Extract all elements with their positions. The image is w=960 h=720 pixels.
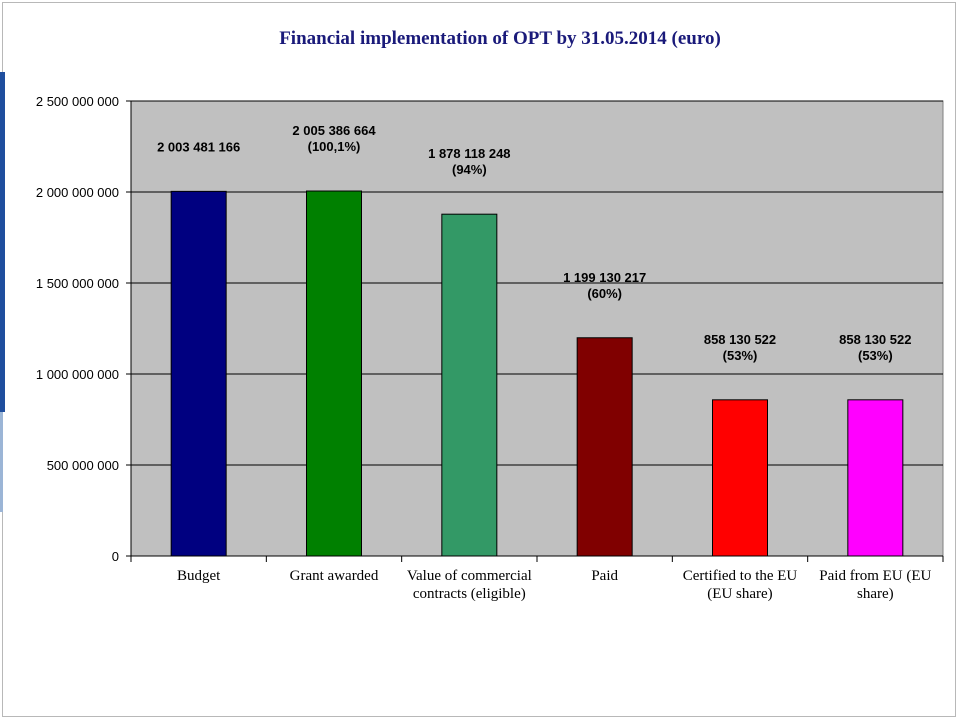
data-label: (94%) bbox=[452, 162, 487, 177]
data-label: 858 130 522 bbox=[839, 332, 911, 347]
bar bbox=[576, 337, 633, 557]
data-label: 1 878 118 248 bbox=[428, 146, 510, 161]
x-tick-label: Paid from EU (EU bbox=[819, 568, 931, 584]
x-tick-label: Grant awarded bbox=[290, 568, 379, 584]
data-label: (100,1%) bbox=[308, 139, 361, 154]
y-tick-label: 1 500 000 000 bbox=[36, 276, 119, 291]
left-accent-bar bbox=[0, 72, 5, 412]
y-tick-label: 1 000 000 000 bbox=[36, 367, 119, 382]
data-label: (60%) bbox=[587, 286, 622, 301]
data-label: 2 003 481 166 bbox=[157, 139, 240, 154]
y-tick-label: 0 bbox=[112, 549, 119, 564]
x-tick-label: share) bbox=[857, 586, 894, 602]
bar bbox=[712, 399, 768, 557]
x-tick-label: Paid bbox=[591, 568, 618, 584]
x-tick-label: Budget bbox=[177, 568, 221, 584]
bar bbox=[441, 213, 498, 557]
left-accent-bar-light bbox=[0, 412, 3, 512]
bar bbox=[847, 399, 904, 557]
x-tick-label: (EU share) bbox=[707, 586, 772, 602]
data-label: 1 199 130 217 bbox=[563, 270, 646, 285]
chart-title: Financial implementation of OPT by 31.05… bbox=[279, 28, 721, 49]
data-label: (53%) bbox=[723, 348, 758, 363]
y-tick-label: 500 000 000 bbox=[47, 458, 119, 473]
data-label: (53%) bbox=[858, 348, 893, 363]
bar bbox=[170, 190, 227, 557]
x-tick-label: contracts (eligible) bbox=[413, 586, 526, 602]
y-tick-label: 2 500 000 000 bbox=[36, 94, 119, 109]
x-tick-label: Certified to the EU bbox=[683, 568, 798, 584]
bar bbox=[306, 190, 362, 557]
x-tick-label: Value of commercial bbox=[407, 568, 532, 584]
y-tick-label: 2 000 000 000 bbox=[36, 185, 119, 200]
plot-area bbox=[130, 100, 944, 557]
data-label: 858 130 522 bbox=[704, 332, 776, 347]
data-label: 2 005 386 664 bbox=[292, 123, 376, 138]
